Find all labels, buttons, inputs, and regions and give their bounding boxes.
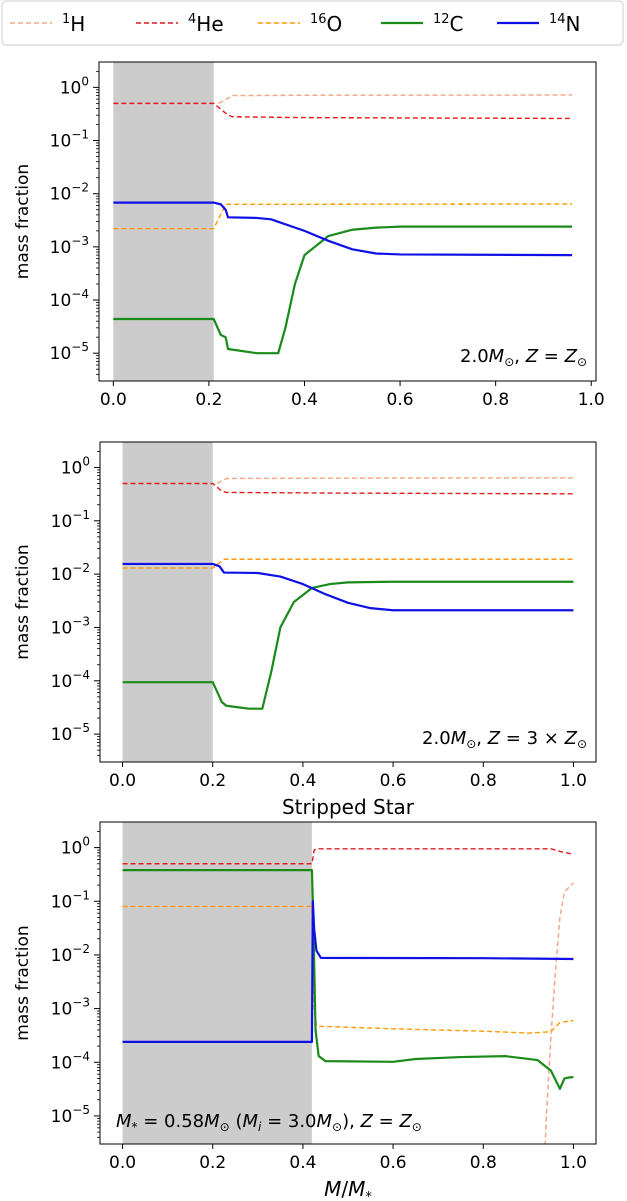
- y-tick-label: 10−2: [50, 181, 89, 205]
- panel-title: Stripped Star: [282, 795, 415, 819]
- panel-triple-metallicity: 0.0 0.2 0.4 0.6 0.8 1.0 100 10−1 10−2 10−3 10−4 10−…: [13, 441, 597, 791]
- legend-label-14N: 14N: [549, 12, 581, 36]
- x-tick-label: 0.0: [109, 771, 136, 791]
- x-tick-label: 0.2: [199, 771, 226, 791]
- series-line-4He: [122, 848, 574, 865]
- legend-element: C: [450, 12, 464, 36]
- series-line-12C: [122, 580, 574, 710]
- series-line-12C: [113, 225, 573, 355]
- series-line-14N: [122, 900, 574, 1043]
- y-tick-label: 100: [61, 454, 90, 478]
- legend-mass-number: 14: [549, 12, 566, 27]
- x-tick-label: 0.8: [482, 390, 509, 410]
- shaded-core-region: [122, 442, 213, 762]
- x-axis-label: M/M*: [324, 1177, 372, 1201]
- y-tick-label: 10−4: [50, 287, 89, 311]
- legend-element: H: [70, 12, 85, 36]
- x-tick-label: 0.2: [199, 1153, 226, 1173]
- x-tick-label: 0.6: [387, 390, 414, 410]
- series-line-16O: [122, 558, 574, 569]
- legend-mass-number: 12: [433, 12, 450, 27]
- legend-element: N: [566, 12, 581, 36]
- legend-label-12C: 12C: [433, 12, 464, 36]
- y-tick-label: 100: [60, 74, 89, 98]
- y-tick-label: 10−5: [50, 340, 89, 364]
- legend-mass-number: 4: [188, 12, 196, 27]
- x-tick-label: 0.8: [470, 1153, 497, 1173]
- x-tick-label: 0.2: [195, 390, 222, 410]
- series-line-12C: [122, 869, 574, 1090]
- y-tick-label: 10−1: [51, 508, 90, 532]
- x-tick-label: 1.0: [560, 1153, 587, 1173]
- panel-annotation: 2.0M⊙, Z = Z⊙: [460, 346, 587, 369]
- series-line-1H: [218, 94, 573, 104]
- legend-label-1H: 1H: [62, 12, 85, 36]
- x-tick-label: 0.0: [109, 1153, 136, 1173]
- legend-frame: [1, 0, 624, 46]
- x-tick-label: 0.4: [289, 771, 316, 791]
- legend-element: O: [327, 12, 343, 36]
- x-tick-label: 0.0: [100, 390, 127, 410]
- y-tick-label: 10−2: [51, 561, 90, 585]
- y-axis-label: mass fraction: [13, 164, 33, 279]
- shaded-core-region: [113, 62, 214, 381]
- legend-mass-number: 16: [310, 12, 327, 27]
- series-line-4He: [113, 102, 573, 120]
- shaded-core-region: [122, 822, 312, 1144]
- y-tick-label: 10−3: [50, 234, 89, 258]
- panel-stripped-star: 0.0 0.2 0.4 0.6 0.8 1.0 100 10−1 10−2 10−3 10−4 10−…: [13, 795, 597, 1201]
- y-tick-label: 100: [61, 835, 90, 859]
- legend-element: He: [196, 12, 223, 36]
- x-tick-label: 0.6: [380, 1153, 407, 1173]
- y-tick-label: 10−1: [51, 888, 90, 912]
- y-tick-label: 10−3: [51, 614, 90, 638]
- y-tick-label: 10−4: [51, 1049, 90, 1073]
- series-line-1H: [216, 477, 574, 485]
- y-axis-label: mass fraction: [13, 925, 33, 1040]
- panel-annotation: 2.0M⊙, Z = 3 × Z⊙: [422, 728, 587, 751]
- y-axis-label: mass fraction: [13, 544, 33, 659]
- y-tick-label: 10−4: [51, 668, 90, 692]
- panel-solar-metallicity: 0.0 0.2 0.4 0.6 0.8 1.0 100 10−1 10−2 10−3 10−4 10−…: [13, 61, 605, 410]
- legend: 1H 4He 16O 12C 14N: [1, 0, 624, 46]
- x-tick-label: 1.0: [560, 771, 587, 791]
- legend-mass-number: 1: [62, 12, 70, 27]
- y-tick-label: 10−2: [51, 942, 90, 966]
- x-tick-label: 0.6: [380, 771, 407, 791]
- panel-annotation: M* = 0.58M⊙ (Mi = 3.0M⊙), Z = Z⊙: [116, 1111, 422, 1134]
- y-tick-label: 10−1: [50, 128, 89, 152]
- series-line-4He: [122, 482, 574, 495]
- x-tick-label: 0.4: [291, 390, 318, 410]
- legend-label-16O: 16O: [310, 12, 342, 36]
- series-line-14N: [122, 562, 574, 612]
- y-tick-label: 10−5: [51, 1103, 90, 1127]
- series-line-14N: [113, 201, 573, 257]
- x-tick-label: 0.8: [470, 771, 497, 791]
- legend-label-4He: 4He: [188, 12, 224, 36]
- x-tick-label: 1.0: [578, 390, 605, 410]
- y-tick-label: 10−5: [51, 721, 90, 745]
- series-line-1H: [544, 882, 574, 1144]
- series-line-16O: [113, 203, 573, 230]
- y-tick-label: 10−3: [51, 996, 90, 1020]
- x-tick-label: 0.4: [289, 1153, 316, 1173]
